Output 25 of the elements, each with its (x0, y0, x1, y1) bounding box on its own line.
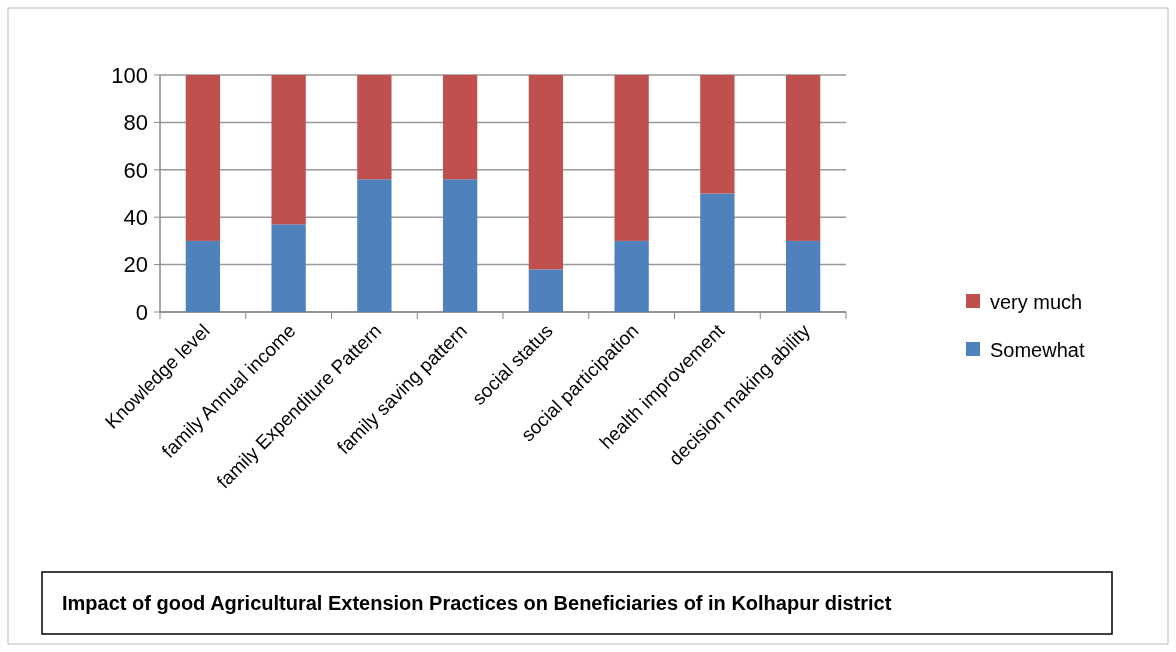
legend-label: very much (990, 291, 1083, 313)
bar (271, 75, 306, 225)
y-tick-label: 100 (111, 62, 148, 88)
bar (357, 75, 392, 180)
y-tick-label: 80 (123, 110, 148, 136)
bar (442, 75, 478, 180)
bar (700, 75, 735, 194)
y-tick-label: 0 (135, 299, 148, 325)
y-tick-label: 40 (123, 204, 148, 230)
bar (614, 240, 649, 312)
y-tick-label: 60 (123, 157, 148, 183)
bar (442, 179, 478, 312)
y-tick-label: 20 (123, 252, 148, 278)
bar (785, 75, 821, 241)
bar (185, 75, 221, 241)
bar (357, 179, 392, 312)
bar (614, 75, 649, 241)
bar (528, 75, 564, 270)
bar (785, 240, 821, 312)
bar (185, 240, 221, 312)
text: Impact of good Agricultural Extension Practices on Beneficiaries of in Kolhapur district (62, 592, 892, 614)
bar (528, 269, 564, 312)
bar (700, 193, 735, 312)
bar (271, 224, 306, 312)
legend-label: Somewhat (990, 339, 1085, 361)
